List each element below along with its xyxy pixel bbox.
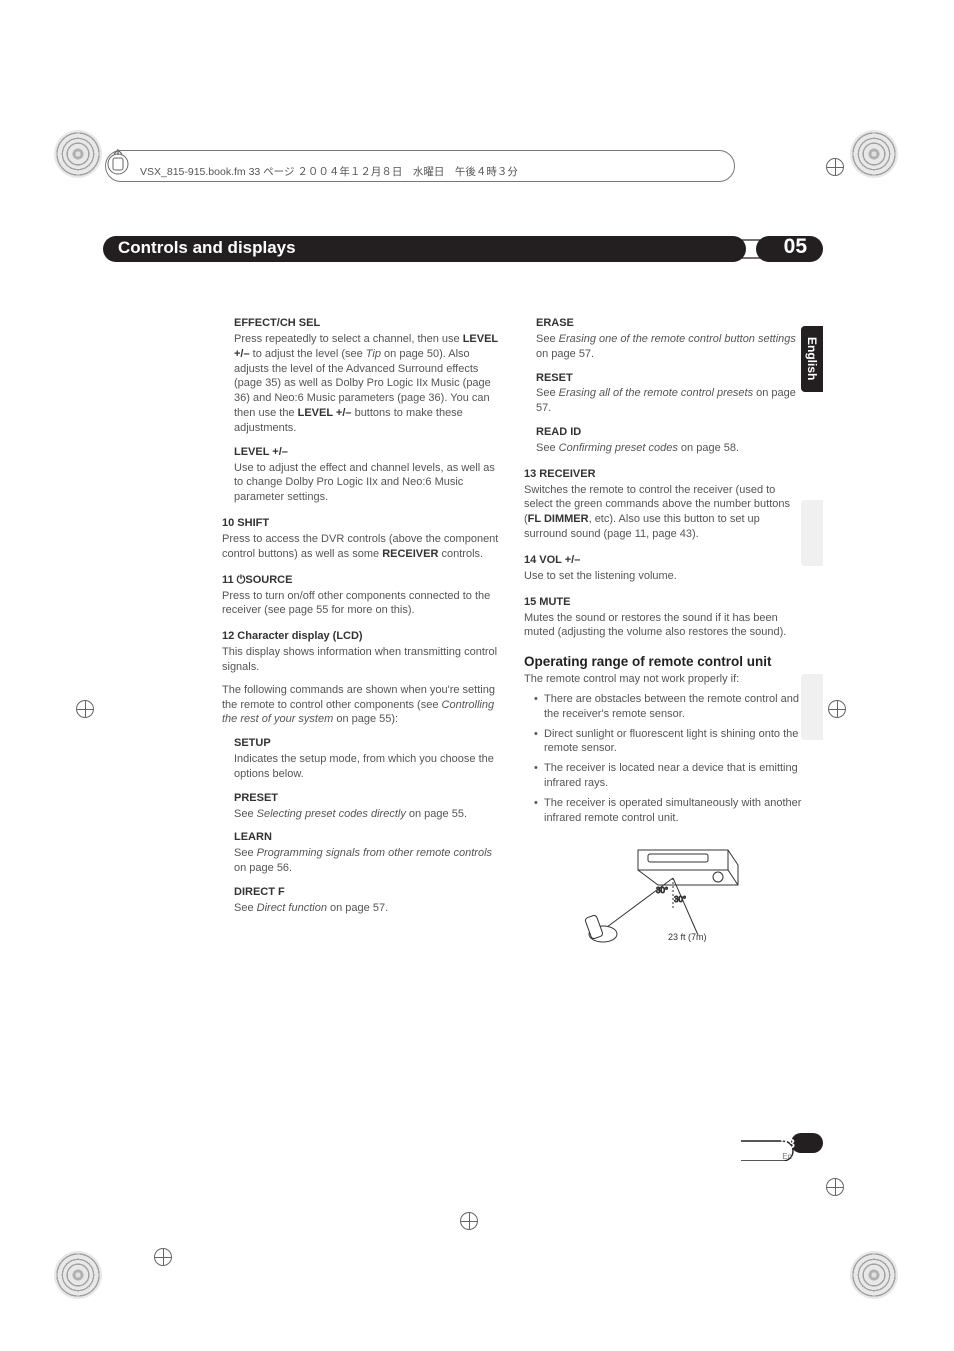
para: Press to turn on/off other components co… — [222, 589, 500, 619]
heading-source: 11 ⏻SOURCE — [222, 573, 500, 588]
para: See Erasing all of the remote control pr… — [536, 386, 802, 416]
heading-mute: 15 MUTE — [524, 595, 802, 610]
heading-vol: 14 VOL +/– — [524, 553, 802, 568]
print-header-text: VSX_815-915.book.fm 33 ページ ２００４年１２月８日 水曜… — [140, 164, 518, 179]
page-number: 33 — [781, 1136, 795, 1151]
print-mark-spiral-tl — [54, 130, 102, 178]
print-mark-spiral-tr — [850, 130, 898, 178]
heading-effect: EFFECT/CH SEL — [234, 316, 500, 331]
para: See Direct function on page 57. — [234, 901, 500, 916]
oprange-list: There are obstacles between the remote c… — [524, 692, 802, 826]
registration-mark-icon — [826, 158, 844, 176]
heading-readid: READ ID — [536, 425, 802, 440]
diagram-distance: 23 ft (7m) — [668, 932, 707, 942]
heading-receiver: 13 RECEIVER — [524, 467, 802, 482]
registration-mark-icon — [826, 1178, 844, 1196]
registration-mark-icon — [76, 700, 94, 718]
registration-mark-icon — [828, 700, 846, 718]
heading-shift: 10 SHIFT — [222, 516, 500, 531]
list-item: The receiver is operated simultaneously … — [524, 796, 802, 826]
para: Switches the remote to control the recei… — [524, 483, 802, 542]
chapter-title: Controls and displays — [118, 238, 296, 258]
heading-level: LEVEL +/– — [234, 445, 500, 460]
heading-reset: RESET — [536, 371, 802, 386]
right-column: ERASE See Erasing one of the remote cont… — [524, 316, 802, 955]
para: The following commands are shown when yo… — [222, 683, 500, 728]
para: See Programming signals from other remot… — [234, 846, 500, 876]
side-tab-stub — [801, 500, 823, 566]
para: Use to adjust the effect and channel lev… — [234, 461, 500, 506]
svg-text:30°: 30° — [656, 886, 668, 895]
language-tab: English — [801, 326, 823, 392]
registration-mark-icon — [460, 1212, 478, 1230]
para: The remote control may not work properly… — [524, 672, 802, 687]
svg-text:30°: 30° — [674, 895, 686, 904]
para: Press repeatedly to select a channel, th… — [234, 332, 500, 436]
heading-directf: DIRECT F — [234, 885, 500, 900]
para: See Erasing one of the remote control bu… — [536, 332, 802, 362]
list-item: Direct sunlight or fluorescent light is … — [524, 727, 802, 757]
side-tab-stub — [801, 674, 823, 740]
body-content: EFFECT/CH SEL Press repeatedly to select… — [222, 316, 802, 955]
para: Mutes the sound or restores the sound if… — [524, 611, 802, 641]
remote-range-diagram: 30° 30° 23 ft (7m) — [524, 840, 802, 955]
list-item: There are obstacles between the remote c… — [524, 692, 802, 722]
page-lang: En — [782, 1152, 792, 1161]
para: See Confirming preset codes on page 58. — [536, 441, 802, 456]
para: Indicates the setup mode, from which you… — [234, 752, 500, 782]
heading-setup: SETUP — [234, 736, 500, 751]
heading-lcd: 12 Character display (LCD) — [222, 629, 500, 644]
heading-learn: LEARN — [234, 830, 500, 845]
para: Press to access the DVR controls (above … — [222, 532, 500, 562]
left-column: EFFECT/CH SEL Press repeatedly to select… — [222, 316, 500, 955]
para: Use to set the listening volume. — [524, 569, 802, 584]
print-mark-spiral-bl — [54, 1251, 102, 1299]
binding-arrow-icon — [100, 146, 136, 182]
list-item: The receiver is located near a device th… — [524, 761, 802, 791]
print-mark-spiral-br — [850, 1251, 898, 1299]
para: See Selecting preset codes directly on p… — [234, 807, 500, 822]
para: This display shows information when tran… — [222, 645, 500, 675]
chapter-number: 05 — [784, 235, 807, 259]
heading-preset: PRESET — [234, 791, 500, 806]
heading-oprange: Operating range of remote control unit — [524, 654, 802, 671]
heading-erase: ERASE — [536, 316, 802, 331]
registration-mark-icon — [154, 1248, 172, 1266]
